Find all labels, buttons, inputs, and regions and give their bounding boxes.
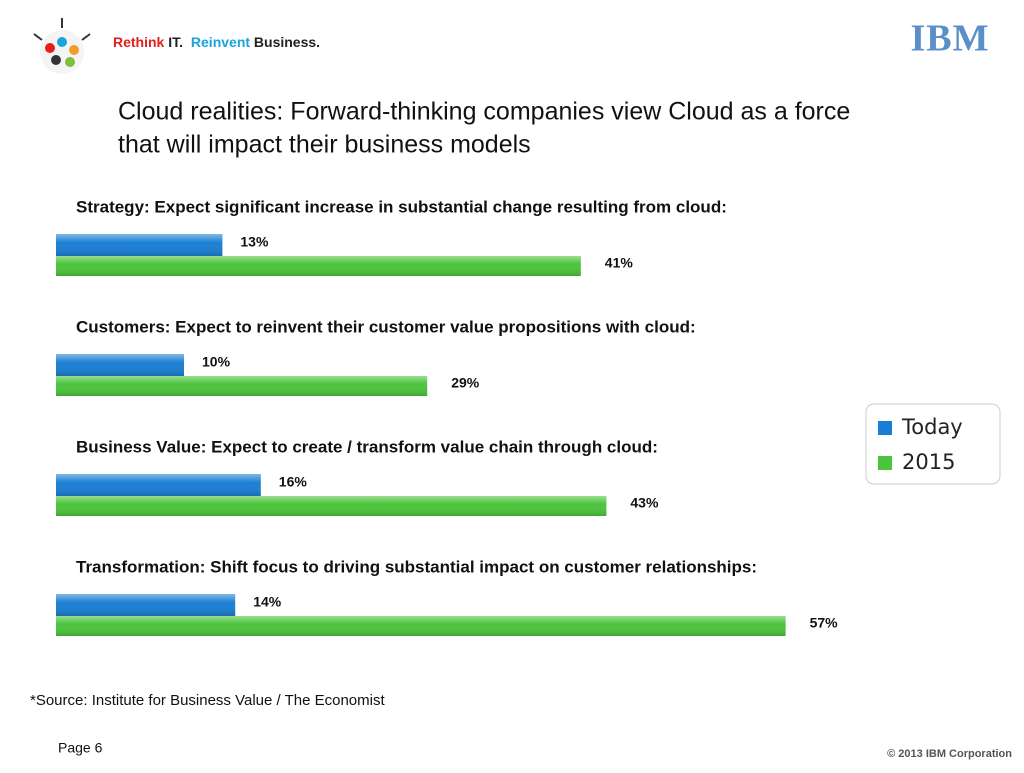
bar-shade xyxy=(56,594,236,616)
legend-swatch xyxy=(878,456,892,470)
title-line: that will impact their business models xyxy=(118,131,531,159)
ibm-logo: IBM xyxy=(911,18,990,60)
bar-shade xyxy=(56,256,581,276)
bar-shade xyxy=(56,474,261,496)
bar-shade xyxy=(56,376,428,396)
legend-swatch xyxy=(878,421,892,435)
bar-shade xyxy=(56,354,184,376)
value-label: 13% xyxy=(240,234,269,250)
value-label: 43% xyxy=(630,495,659,511)
legend-label: Today xyxy=(901,415,963,439)
legend-label: 2015 xyxy=(902,450,955,474)
legend-box xyxy=(865,403,1001,485)
cloud-icon xyxy=(33,18,91,74)
source: *Source: Institute for Business Value / … xyxy=(30,692,385,709)
value-label: 29% xyxy=(451,375,480,391)
category-label: Business Value: Expect to create / trans… xyxy=(76,437,658,456)
value-label: 57% xyxy=(810,615,839,631)
category-label: Strategy: Expect significant increase in… xyxy=(76,197,727,216)
title-line: Cloud realities: Forward-thinking compan… xyxy=(118,98,850,126)
tagline-part: Rethink xyxy=(113,34,165,50)
page-number: Page 6 xyxy=(58,740,103,756)
tagline-part: IT. xyxy=(168,34,183,50)
value-label: 16% xyxy=(279,474,308,490)
tagline: Rethink IT. Reinvent Business. xyxy=(113,34,320,50)
legend: Today 2015 xyxy=(865,403,1001,485)
tagline-part: Business. xyxy=(254,34,320,50)
value-label: 41% xyxy=(605,255,634,271)
copyright: © 2013 IBM Corporation xyxy=(887,748,1012,760)
value-label: 14% xyxy=(253,594,282,610)
category-label: Customers: Expect to reinvent their cust… xyxy=(76,317,696,336)
bar-shade xyxy=(56,234,223,256)
tagline-part: Reinvent xyxy=(191,34,250,50)
category-label: Transformation: Shift focus to driving s… xyxy=(76,557,757,576)
value-label: 10% xyxy=(202,354,231,370)
bar-shade xyxy=(56,616,786,636)
bar-shade xyxy=(56,496,607,516)
